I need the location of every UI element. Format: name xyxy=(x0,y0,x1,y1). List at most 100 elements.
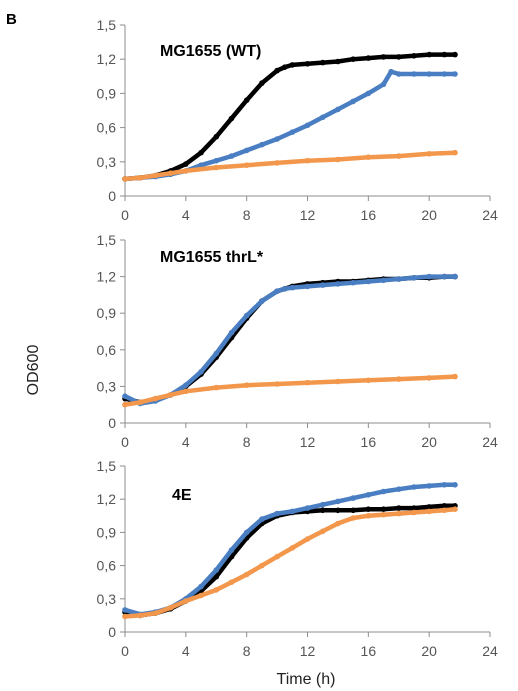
data-point xyxy=(274,553,280,560)
x-tick-label: 24 xyxy=(482,643,498,659)
data-point xyxy=(335,281,341,287)
data-point xyxy=(259,562,265,569)
data-point xyxy=(183,388,189,395)
data-point xyxy=(167,392,174,398)
data-point xyxy=(304,536,311,542)
y-tick-label: 1,2 xyxy=(97,491,117,507)
data-point xyxy=(289,545,296,551)
y-tick-label: 0,3 xyxy=(97,378,117,394)
data-point xyxy=(365,377,372,384)
data-point xyxy=(335,58,341,65)
data-point xyxy=(152,610,159,616)
data-point xyxy=(198,592,204,599)
data-point xyxy=(411,509,417,516)
data-point xyxy=(281,286,288,292)
data-point xyxy=(380,511,387,518)
data-point xyxy=(304,157,311,164)
data-point xyxy=(274,67,280,74)
data-point xyxy=(319,114,326,121)
series-blue xyxy=(122,68,458,182)
data-point xyxy=(289,284,296,291)
series-blue xyxy=(122,273,458,407)
data-point xyxy=(380,81,387,88)
data-point xyxy=(243,529,250,536)
data-point xyxy=(304,379,311,386)
data-point xyxy=(441,482,448,488)
data-point xyxy=(452,71,458,77)
data-point xyxy=(452,273,458,280)
data-point xyxy=(365,492,372,498)
series-black xyxy=(122,503,458,619)
x-tick-label: 16 xyxy=(361,434,377,450)
series-line xyxy=(122,506,458,619)
x-tick-label: 24 xyxy=(482,207,498,223)
data-point xyxy=(274,381,280,387)
data-point xyxy=(396,376,402,382)
x-tick-label: 4 xyxy=(182,643,190,659)
data-point xyxy=(167,170,174,176)
data-point xyxy=(281,64,288,70)
y-tick-label: 1,2 xyxy=(97,269,117,285)
data-point xyxy=(426,508,433,515)
data-point xyxy=(396,153,402,159)
data-point xyxy=(289,129,296,135)
y-axis-title: OD600 xyxy=(25,345,42,396)
data-point xyxy=(319,507,326,514)
data-point xyxy=(396,71,402,77)
data-point xyxy=(380,488,387,495)
x-tick-label: 24 xyxy=(482,434,498,450)
x-tick-label: 16 xyxy=(361,643,377,659)
x-tick-label: 20 xyxy=(421,643,437,659)
y-tick-label: 0,3 xyxy=(97,591,117,607)
data-point xyxy=(335,520,341,527)
data-point xyxy=(213,350,220,357)
data-point xyxy=(213,133,220,140)
data-point xyxy=(396,505,402,511)
y-tick-label: 1,5 xyxy=(97,458,117,474)
data-point xyxy=(198,583,204,590)
data-point xyxy=(137,612,143,619)
data-point xyxy=(274,510,280,517)
data-point xyxy=(426,504,433,510)
x-tick-label: 16 xyxy=(361,207,377,223)
data-point xyxy=(350,98,356,105)
data-point xyxy=(380,506,387,512)
data-point xyxy=(274,160,280,166)
data-point xyxy=(259,80,265,86)
data-point xyxy=(243,571,250,578)
data-point xyxy=(137,399,143,406)
y-tick-label: 1,5 xyxy=(97,232,117,248)
data-point xyxy=(335,156,341,163)
data-point xyxy=(274,136,280,142)
y-tick-label: 1,5 xyxy=(97,17,117,33)
data-point xyxy=(183,161,189,167)
data-point xyxy=(452,149,458,156)
y-tick-label: 0,6 xyxy=(97,558,117,574)
data-point xyxy=(213,384,220,391)
data-point xyxy=(452,51,458,58)
panel-label: B xyxy=(6,11,17,28)
x-tick-label: 12 xyxy=(300,207,316,223)
data-point xyxy=(335,378,341,385)
x-axis-title: Time (h) xyxy=(277,671,336,688)
data-point xyxy=(396,276,402,282)
data-point xyxy=(304,283,311,290)
data-point xyxy=(335,498,341,505)
data-point xyxy=(259,298,265,304)
data-point xyxy=(198,149,204,156)
data-point xyxy=(213,164,220,171)
data-point xyxy=(243,312,250,319)
data-point xyxy=(350,495,356,501)
x-tick-label: 12 xyxy=(300,434,316,450)
data-point xyxy=(243,97,250,103)
data-point xyxy=(289,508,296,515)
data-point xyxy=(213,587,220,593)
data-point xyxy=(304,122,311,129)
data-point xyxy=(289,62,296,68)
data-point xyxy=(396,510,402,517)
data-point xyxy=(426,71,433,77)
chart-title-wt: MG1655 (WT) xyxy=(160,43,261,60)
data-point xyxy=(365,506,372,512)
x-tick-label: 4 xyxy=(182,207,190,223)
